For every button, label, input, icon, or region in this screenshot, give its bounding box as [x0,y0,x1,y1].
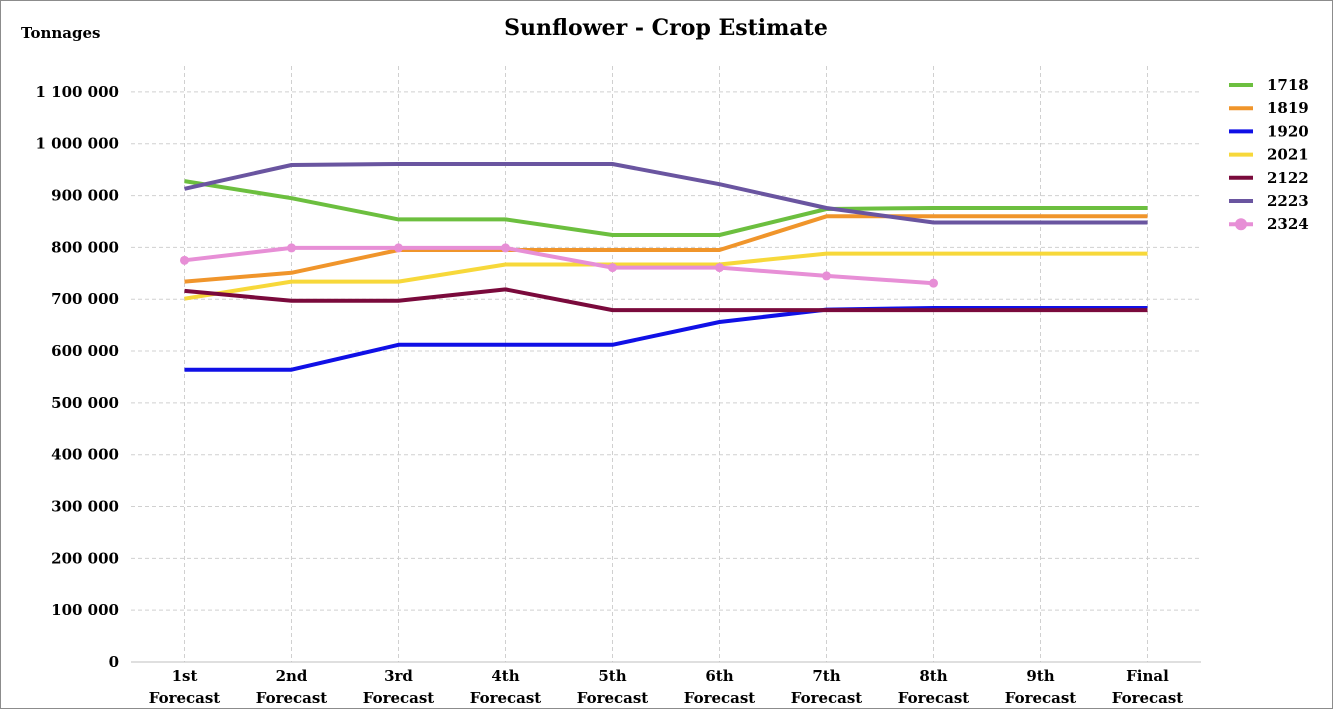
series-1920 [184,306,1148,372]
series-2324 [180,243,938,288]
y-tick-label: 300 000 [51,498,119,516]
y-tick-label: 100 000 [51,601,119,619]
data-point-2324 [180,255,189,265]
x-tick-label: 4th Forecast [470,667,542,707]
y-tick-label: 200 000 [51,549,119,567]
x-tick-label: Final Forecast [1112,667,1184,707]
data-point-2324 [608,263,617,273]
data-point-2324 [715,263,724,273]
chart-title: Sunflower - Crop Estimate [504,15,828,41]
series-line-1920 [184,306,1148,372]
y-tick-label: 700 000 [51,290,119,308]
series-2223 [184,162,1148,225]
y-tick-label: 900 000 [51,187,119,205]
legend-item-1819: 1819 [1229,99,1309,117]
legend: 1718 1819 1920 2021 2122 2223 2324 [1229,76,1309,233]
series-line-2324 [184,245,934,286]
x-tick-label: 8th Forecast [898,667,970,707]
data-point-2324 [929,278,938,288]
x-tick-label: 7th Forecast [791,667,863,707]
series-2021 [184,251,1148,301]
legend-label: 1819 [1267,99,1309,117]
series-line-2021 [184,251,1148,301]
series-2122 [184,287,1148,313]
gridlines [131,66,1201,662]
legend-label: 2021 [1267,146,1309,164]
y-tick-label: 500 000 [51,394,119,412]
y-tick-label: 400 000 [51,446,119,464]
data-point-2324 [287,243,296,253]
legend-item-2223: 2223 [1229,192,1309,210]
series-line-2223 [184,162,1148,225]
legend-marker [1235,218,1247,231]
x-tick-label: 1st Forecast [149,667,221,707]
series-1819 [184,214,1148,284]
data-point-2324 [394,243,403,253]
x-tick-label: 5th Forecast [577,667,649,707]
series-line-1718 [184,179,1148,237]
data-point-2324 [822,271,831,281]
data-point-2324 [501,243,510,253]
y-axis-title: Tonnages [21,24,100,42]
series-1718 [184,179,1148,237]
x-tick-label: 2nd Forecast [256,667,328,707]
x-tick-label: 6th Forecast [684,667,756,707]
series-lines [180,162,1148,372]
y-tick-label: 1 000 000 [35,135,119,153]
y-tick-label: 600 000 [51,342,119,360]
legend-item-2324: 2324 [1229,215,1309,233]
x-tick-label: 3rd Forecast [363,667,435,707]
y-tick-label: 800 000 [51,238,119,256]
legend-item-1920: 1920 [1229,122,1309,140]
legend-label: 1920 [1267,122,1309,140]
y-tick-label: 0 [109,653,119,671]
series-line-2122 [184,287,1148,313]
legend-label: 2122 [1267,169,1309,187]
legend-item-2122: 2122 [1229,169,1309,187]
legend-item-1718: 1718 [1229,76,1309,94]
legend-label: 1718 [1267,76,1309,94]
legend-label: 2324 [1267,215,1309,233]
y-tick-label: 1 100 000 [35,83,119,101]
axes: 0 100 000 200 000 300 000 400 000 500 000 600 … [35,83,1201,707]
x-tick-label: 9th Forecast [1005,667,1077,707]
legend-label: 2223 [1267,192,1309,210]
series-line-1819 [184,214,1148,284]
legend-item-2021: 2021 [1229,146,1309,164]
